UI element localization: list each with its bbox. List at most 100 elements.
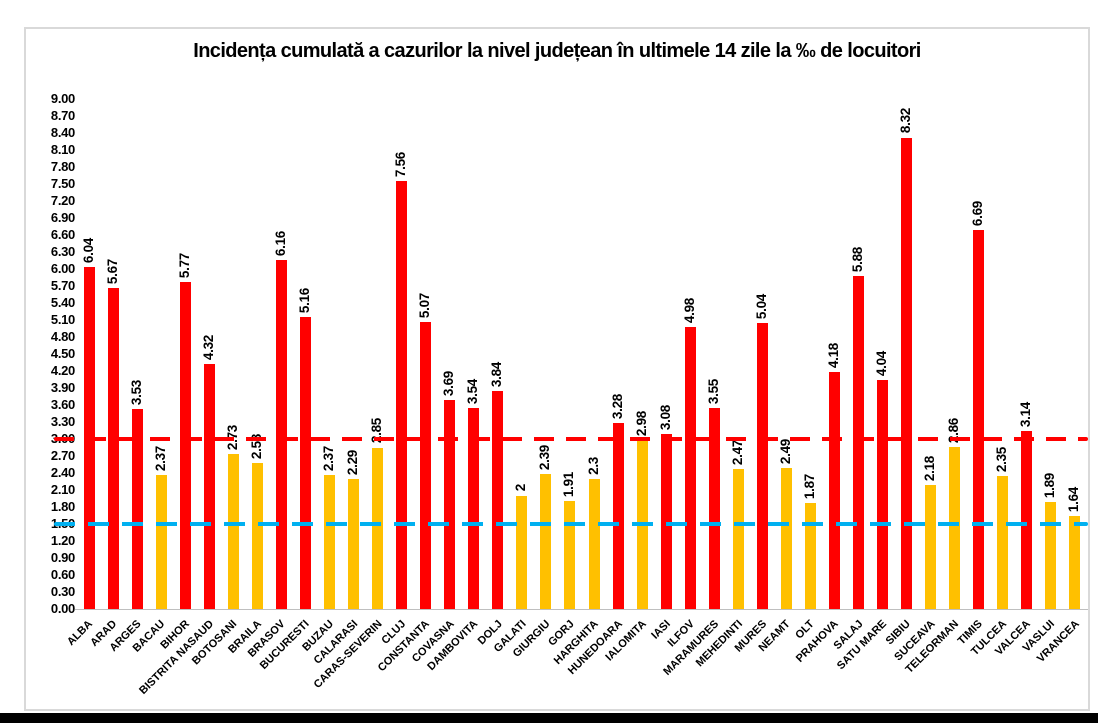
bar-value-label: 2 — [513, 484, 529, 492]
bar-value-label: 5.67 — [104, 258, 120, 284]
bar-value-label: 2.18 — [922, 456, 938, 482]
bar — [444, 399, 456, 609]
y-axis-tick-label: 4.80 — [50, 329, 75, 344]
bar-value-label: 3.08 — [657, 405, 673, 431]
bar — [203, 364, 215, 609]
bar — [179, 282, 191, 609]
bar — [1021, 431, 1033, 609]
bar-value-label: 2.39 — [537, 444, 553, 470]
bar-value-label: 4.04 — [874, 351, 890, 377]
bar-value-label: 3.54 — [465, 379, 481, 405]
bar-value-label: 1.87 — [801, 473, 817, 500]
chart-title: Incidența cumulată a cazurilor la nivel … — [193, 40, 921, 62]
bar-value-label: 3.53 — [128, 379, 144, 405]
bar — [1045, 501, 1057, 609]
x-axis-line — [75, 609, 1088, 610]
y-axis-tick-label: 8.40 — [50, 125, 75, 140]
bar — [324, 474, 335, 609]
bar — [925, 485, 937, 609]
y-axis-tick-label: 0.00 — [50, 601, 75, 616]
bar-value-label: 2.47 — [729, 439, 745, 466]
bar — [829, 372, 840, 609]
y-axis-tick-label: 2.70 — [50, 448, 75, 463]
y-axis-tick-label: 6.00 — [50, 261, 75, 276]
bar-value-label: 6.16 — [272, 230, 288, 256]
y-axis-tick-label: 4.20 — [50, 363, 75, 378]
bar — [612, 423, 624, 609]
y-axis-tick-label: 9.00 — [50, 91, 75, 106]
bar-value-label: 3.14 — [1018, 402, 1034, 428]
y-axis-tick-label: 0.30 — [50, 584, 75, 599]
bar — [660, 434, 672, 609]
bar — [1069, 516, 1081, 609]
bar-value-label: 4.98 — [681, 297, 697, 323]
bar — [708, 407, 720, 609]
y-axis-tick-label: 7.80 — [50, 159, 75, 174]
bar — [516, 495, 528, 609]
y-axis-tick-label: 3.60 — [50, 397, 75, 412]
bar-value-label: 6.69 — [970, 200, 986, 226]
bar-value-label: 5.07 — [417, 292, 433, 318]
y-axis-tick-label: 3.30 — [50, 414, 75, 429]
bar-value-label: 2.35 — [994, 446, 1010, 472]
bar-value-label: 5.16 — [296, 287, 312, 313]
bar — [756, 323, 768, 609]
y-axis-tick-label: 3.90 — [50, 380, 75, 395]
bar — [396, 180, 408, 609]
bar — [275, 259, 287, 609]
y-axis-tick-label: 5.40 — [50, 295, 75, 310]
bar-value-label: 8.32 — [898, 108, 914, 134]
bar-value-label: 1.64 — [1066, 487, 1082, 513]
bar-value-label: 6.04 — [80, 237, 96, 263]
bar — [227, 454, 239, 609]
y-axis-tick-label: 7.20 — [50, 193, 75, 208]
y-axis-tick-label: 5.70 — [50, 278, 75, 293]
bar-value-label: 5.04 — [753, 294, 769, 320]
bar-value-label: 5.88 — [850, 246, 866, 272]
bar-value-label: 2.98 — [633, 411, 649, 437]
bar — [540, 473, 552, 609]
y-axis-tick-label: 1.20 — [50, 533, 75, 548]
bar — [588, 478, 600, 609]
bar-value-label: 3.84 — [489, 362, 505, 388]
bar — [131, 408, 143, 609]
chart-panel: Incidența cumulată a cazurilor la nivel … — [24, 27, 1090, 711]
bar — [804, 503, 816, 609]
bar-value-label: 2.3 — [585, 456, 601, 475]
y-axis-tick-label: 0.60 — [50, 567, 75, 582]
bar-value-label: 4.32 — [200, 335, 216, 361]
bar — [251, 462, 263, 609]
y-axis-tick-label: 4.50 — [50, 346, 75, 361]
bar — [348, 479, 360, 609]
y-axis-tick-label: 2.10 — [50, 482, 75, 497]
red-threshold-line — [54, 437, 1088, 441]
bar — [107, 287, 119, 609]
bar — [155, 474, 167, 609]
bar — [780, 467, 792, 609]
bar — [564, 500, 576, 609]
y-axis-tick-label: 0.90 — [50, 550, 75, 565]
blue-threshold-line — [54, 522, 1088, 526]
bar — [420, 321, 432, 609]
bar-value-label: 2.37 — [152, 445, 168, 471]
bar — [877, 380, 889, 609]
bar — [853, 275, 865, 609]
bar-value-label: 3.55 — [705, 378, 721, 404]
bar-value-label: 3.28 — [609, 394, 625, 420]
y-axis-tick-label: 6.60 — [50, 227, 75, 242]
bar — [468, 408, 480, 609]
bar — [949, 446, 961, 609]
bar — [732, 469, 744, 609]
y-axis-tick-label: 7.50 — [50, 176, 75, 191]
bar — [684, 326, 696, 609]
bar — [901, 137, 913, 609]
bar — [492, 391, 504, 609]
bar-value-label: 3.69 — [441, 370, 457, 396]
bar-value-label: 4.18 — [826, 343, 841, 369]
y-axis-tick-label: 8.70 — [50, 108, 75, 123]
y-axis-tick-label: 8.10 — [50, 142, 75, 157]
bottom-black-bar — [0, 713, 1098, 723]
bar — [372, 447, 384, 609]
bar — [299, 316, 311, 609]
bar — [973, 229, 985, 609]
